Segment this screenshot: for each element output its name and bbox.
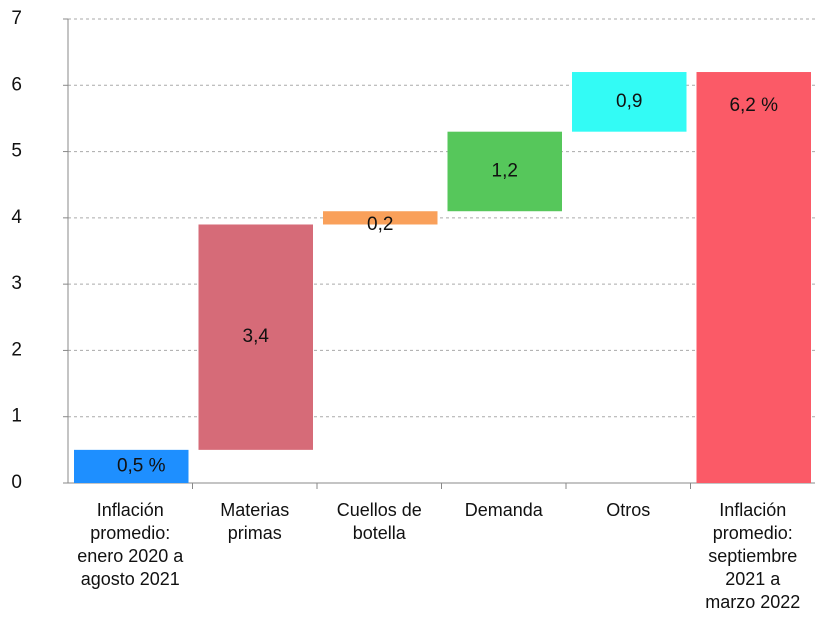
x-tick-label: Inflación promedio: septiembre 2021 a ma… bbox=[705, 500, 801, 612]
x-tick-label: Demanda bbox=[464, 500, 543, 520]
y-tick-label: 3 bbox=[11, 273, 22, 294]
y-tick-label: 4 bbox=[11, 207, 22, 228]
y-tick-label: 1 bbox=[11, 406, 22, 427]
bar bbox=[572, 72, 687, 132]
y-tick-label: 6 bbox=[11, 74, 22, 95]
bar bbox=[447, 131, 562, 212]
y-tick-label: 2 bbox=[11, 339, 22, 360]
bar bbox=[323, 211, 438, 225]
x-tick-label: Otros bbox=[606, 500, 651, 520]
bar bbox=[696, 72, 811, 484]
data-label: 0,5 % bbox=[117, 455, 166, 476]
y-tick-label: 7 bbox=[11, 8, 22, 29]
data-label: 0,9 bbox=[616, 91, 642, 112]
data-label: 1,2 bbox=[492, 160, 518, 181]
bar bbox=[198, 224, 313, 450]
y-tick-label: 5 bbox=[11, 141, 22, 162]
data-label: 0,2 bbox=[367, 214, 393, 235]
y-tick-label: 0 bbox=[11, 472, 22, 493]
bar bbox=[74, 449, 189, 483]
x-tick-label: Inflación promedio: enero 2020 a agosto … bbox=[77, 500, 184, 589]
x-tick-label: Cuellos de botella bbox=[336, 500, 422, 543]
data-label: 6,2 % bbox=[729, 95, 778, 116]
x-tick-label: Materias primas bbox=[220, 500, 290, 543]
data-label: 3,4 bbox=[243, 326, 270, 347]
